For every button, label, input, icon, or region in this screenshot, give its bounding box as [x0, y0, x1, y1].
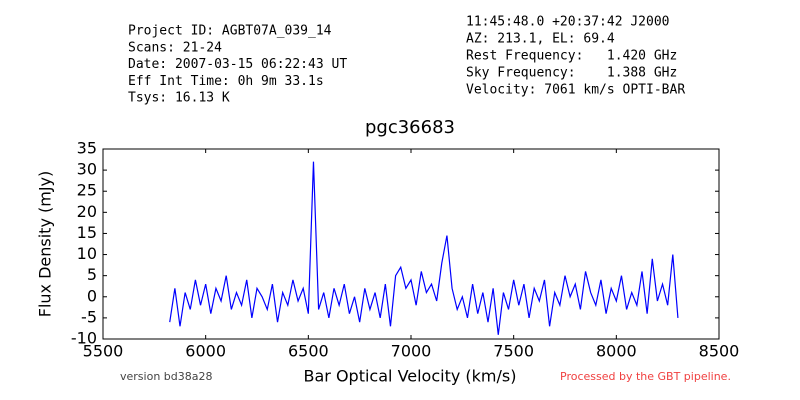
spectrum-line	[169, 161, 679, 335]
y-tick-label: 30	[77, 160, 97, 179]
x-tick-label: 5500	[83, 342, 124, 361]
x-tick-label: 6000	[185, 342, 226, 361]
header-line: AZ: 213.1, EL: 69.4	[466, 32, 615, 47]
header-line: Rest Frequency: 1.420 GHz	[466, 49, 677, 64]
header-line: Tsys: 16.13 K	[128, 91, 230, 106]
header-line: 11:45:48.0 +20:37:42 J2000	[466, 15, 670, 30]
x-tick-label: 8500	[699, 342, 740, 361]
y-tick-label: 5	[87, 265, 97, 284]
header-line: Project ID: AGBT07A_039_14	[128, 24, 332, 39]
chart-title: pgc36683	[365, 117, 455, 138]
y-tick-label: -10	[71, 329, 97, 348]
header-line: Sky Frequency: 1.388 GHz	[466, 66, 677, 81]
y-tick-label: 20	[77, 202, 97, 221]
x-tick-label: 7500	[493, 342, 534, 361]
y-tick-label: 15	[77, 223, 97, 242]
y-tick-label: -5	[81, 307, 97, 326]
header-line: Date: 2007-03-15 06:22:43 UT	[128, 57, 347, 72]
pipeline-note: Processed by the GBT pipeline.	[560, 370, 731, 383]
y-tick-label: 35	[77, 139, 97, 158]
y-tick-label: 10	[77, 244, 97, 263]
y-axis-label: Flux Density (mJy)	[36, 171, 55, 318]
x-tick-label: 6500	[288, 342, 329, 361]
x-tick-label: 7000	[391, 342, 432, 361]
x-tick-label: 8000	[596, 342, 637, 361]
header-line: Eff Int Time: 0h 9m 33.1s	[128, 74, 324, 89]
x-axis-label: Bar Optical Velocity (km/s)	[304, 367, 517, 386]
header-line: Velocity: 7061 km/s OPTI-BAR	[466, 83, 685, 98]
header-line: Scans: 21-24	[128, 40, 222, 55]
y-tick-label: 25	[77, 181, 97, 200]
version-note: version bd38a28	[120, 370, 213, 383]
y-tick-label: 0	[87, 286, 97, 305]
